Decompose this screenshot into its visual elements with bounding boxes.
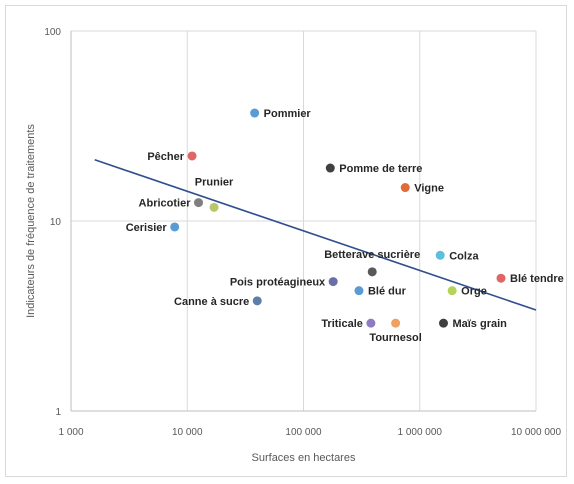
data-label: Pêcher bbox=[147, 151, 184, 163]
y-tick-label: 100 bbox=[44, 27, 61, 38]
data-point bbox=[325, 163, 335, 173]
data-label: Cerisier bbox=[126, 222, 168, 234]
scatter-chart: 1 000 10 000 100 000 1 000 000 10 000 000 1 10… bbox=[25, 27, 564, 464]
data-points bbox=[170, 108, 506, 328]
data-point bbox=[367, 267, 377, 277]
data-point bbox=[170, 222, 180, 232]
data-label: Colza bbox=[449, 250, 479, 262]
data-label: Triticale bbox=[321, 318, 363, 330]
data-point bbox=[366, 318, 376, 328]
data-point bbox=[209, 202, 219, 212]
data-point bbox=[194, 198, 204, 208]
data-label: Pomme de terre bbox=[339, 163, 422, 175]
trendline bbox=[94, 159, 537, 311]
y-tick-label: 10 bbox=[50, 217, 62, 228]
data-label: Prunier bbox=[195, 176, 234, 188]
trendline-group bbox=[94, 159, 537, 311]
x-tick-label: 100 000 bbox=[285, 427, 322, 438]
data-point bbox=[328, 277, 338, 287]
data-label: Orge bbox=[461, 286, 487, 298]
data-labels: Pommier Pêcher Pomme de terre Vigne PrunierA… bbox=[126, 108, 564, 344]
x-tick-label: 10 000 000 bbox=[511, 427, 561, 438]
x-tick-label: 1 000 bbox=[58, 427, 83, 438]
data-label: Maïs grain bbox=[452, 318, 507, 330]
data-point bbox=[354, 286, 364, 296]
data-label: Pois protéagineux bbox=[230, 277, 326, 289]
data-label: Abricotier bbox=[139, 198, 192, 210]
data-label: Pommier bbox=[264, 108, 312, 120]
data-point bbox=[250, 108, 260, 118]
data-point bbox=[252, 296, 262, 306]
data-label: Tournesol bbox=[369, 332, 421, 344]
y-tick-label: 1 bbox=[55, 407, 61, 418]
data-point bbox=[438, 318, 448, 328]
data-point bbox=[447, 286, 457, 296]
x-tick-label: 10 000 bbox=[172, 427, 203, 438]
data-point bbox=[391, 318, 401, 328]
data-point bbox=[496, 273, 506, 283]
data-label: Vigne bbox=[414, 183, 444, 195]
data-point bbox=[435, 250, 445, 260]
chart-frame: 1 000 10 000 100 000 1 000 000 10 000 000 1 10… bbox=[5, 5, 567, 477]
x-axis-title: Surfaces en hectares bbox=[252, 452, 356, 464]
data-label: Betterave sucrière bbox=[324, 249, 420, 261]
data-point bbox=[187, 151, 197, 161]
data-label: Blé tendre bbox=[510, 273, 564, 285]
data-label: Blé dur bbox=[368, 286, 407, 298]
y-axis-title: Indicateurs de fréquence de traitements bbox=[25, 124, 37, 318]
data-label: Canne à sucre bbox=[174, 296, 249, 308]
x-tick-label: 1 000 000 bbox=[398, 427, 443, 438]
data-point bbox=[400, 183, 410, 193]
axes: 1 000 10 000 100 000 1 000 000 10 000 000 1 10… bbox=[44, 27, 561, 438]
